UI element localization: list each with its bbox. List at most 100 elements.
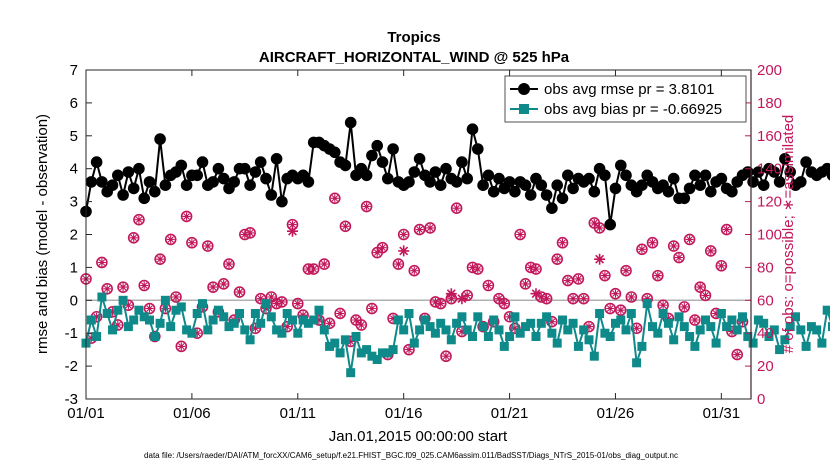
bias-point [293,328,303,338]
possible-obs-circle [720,223,733,236]
possible-obs-asterisk [643,294,652,303]
bias-point [589,351,599,361]
possible-obs-asterisk [701,291,710,300]
possible-obs-circle [530,263,542,275]
rmse-point [562,169,574,182]
bias-point [245,335,255,345]
bias-point [573,341,583,351]
bias-point [123,322,133,332]
possible-obs-asterisk [97,258,106,267]
possible-obs-asterisk [225,260,233,269]
bias-point [198,299,207,309]
bias-point [118,295,128,305]
bias-point [738,312,747,322]
possible-obs-asterisk [293,299,302,308]
possible-obs-circle [630,322,643,335]
rmse-point [509,185,521,198]
possible-obs-marker [471,263,484,275]
rmse-point [344,116,357,129]
bias-point [536,318,546,328]
possible-obs-marker [530,263,542,275]
possible-obs-circle [233,286,246,298]
bias-point [658,309,668,318]
rmse-point [90,156,103,168]
bias-point [685,332,695,341]
bias-point [446,335,456,345]
possible-obs-circle [498,297,511,310]
rmse-point [726,185,738,198]
plot-frame [85,69,752,400]
bias-point [430,328,440,338]
possible-obs-marker [704,245,717,257]
x-tick-label: 01/11 [280,405,316,422]
possible-obs-marker [318,258,331,270]
possible-obs-marker [133,213,145,226]
bias-point [309,315,319,325]
possible-obs-circle [143,302,156,315]
possible-obs-asterisk [203,242,212,250]
y-tick-label: 6 [70,95,78,112]
y-right-tick-label: 100 [757,227,782,244]
possible-obs-asterisk [442,352,450,361]
possible-obs-marker [413,223,426,236]
possible-obs-circle [673,251,685,264]
possible-obs-asterisk [309,265,318,273]
possible-obs-asterisk [193,329,202,338]
possible-obs-circle [403,343,415,356]
possible-obs-marker [604,302,616,315]
legend-rmse-label: obs avg rmse pr = 3.8101 [544,81,715,98]
bias-point [648,322,657,332]
y-right-tick-label: 200 [757,62,782,79]
possible-obs-asterisk [219,279,228,288]
bias-point [669,335,679,345]
possible-obs-circle [646,236,659,249]
bias-point [383,348,393,358]
rmse-point [143,176,156,188]
possible-obs-marker [408,264,421,277]
possible-obs-asterisk [246,228,255,237]
possible-obs-circle [408,264,421,277]
y-right-tick-label: 180 [757,95,782,112]
possible-obs-circle [731,348,744,361]
bias-point [822,305,830,315]
bias-point [415,325,425,335]
possible-obs-circle [699,289,712,302]
possible-obs-marker [630,322,643,335]
bias-point [626,309,636,318]
possible-obs-asterisk [373,248,382,257]
possible-obs-circle [715,259,728,272]
possible-obs-marker [424,222,436,234]
bias-point [494,325,504,335]
bias-point [817,338,827,348]
possible-obs-asterisk [733,350,742,359]
rmse-point [217,172,230,185]
bias-point [319,325,329,335]
possible-obs-marker [673,251,685,264]
rmse-point [159,179,172,191]
rmse-point [249,166,262,178]
legend-bias-marker [519,104,529,114]
bias-point [261,299,271,309]
rmse-point [715,172,728,185]
possible-obs-asterisk [177,342,186,351]
possible-obs-circle [614,304,627,316]
possible-obs-asterisk [690,316,699,324]
possible-obs-asterisk [622,266,630,275]
possible-obs-marker [334,307,346,320]
possible-obs-asterisk [717,261,726,270]
possible-obs-marker [440,350,452,363]
bias-point [203,325,213,335]
footer-data-file: data file: /Users/raeder/DAI/ATM_forcXX/… [144,451,678,460]
possible-obs-asterisk [182,212,191,221]
possible-obs-asterisk [426,223,435,232]
bias-point [579,325,589,335]
rmse-point [583,172,595,185]
rmse-point [96,176,108,188]
possible-obs-circle [217,278,230,290]
bias-point [404,309,414,318]
possible-obs-asterisk [585,322,593,331]
bias-point [187,328,197,338]
possible-obs-circle [620,264,632,277]
bias-point [171,305,181,315]
bias-point [457,312,467,322]
